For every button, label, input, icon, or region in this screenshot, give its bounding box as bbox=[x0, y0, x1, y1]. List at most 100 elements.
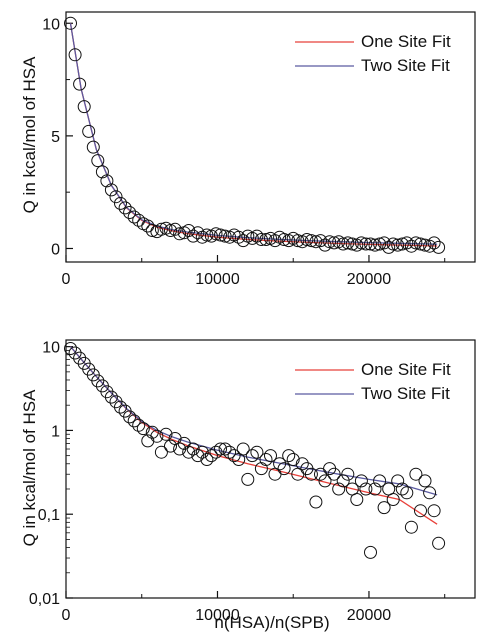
bottom-panel: Q in kcal/mol of HSA n(HSA)/n(SPB) 0 1000… bbox=[20, 339, 476, 632]
data-point bbox=[282, 449, 296, 463]
data-point bbox=[164, 439, 177, 453]
data-point bbox=[423, 486, 437, 500]
top-panel: Q in kcal/mol of HSA 0 10000 20000 0 5 10 One … bbox=[20, 11, 476, 288]
data-point bbox=[127, 210, 141, 224]
data-point bbox=[409, 236, 423, 250]
data-point bbox=[73, 77, 87, 91]
data-point bbox=[200, 453, 214, 466]
data-point bbox=[404, 520, 418, 534]
data-point bbox=[286, 453, 300, 466]
data-point bbox=[236, 442, 250, 456]
data-point bbox=[277, 233, 291, 246]
x-tick-label: 10000 bbox=[195, 271, 240, 288]
plot-frame bbox=[65, 339, 476, 599]
data-point bbox=[164, 224, 177, 237]
data-point bbox=[432, 240, 446, 254]
data-point bbox=[391, 474, 405, 488]
legend-label: One Site Fit bbox=[361, 32, 451, 51]
series-line-two-site-fit bbox=[70, 346, 438, 496]
data-point bbox=[227, 449, 241, 463]
data-point bbox=[323, 235, 337, 249]
data-point bbox=[64, 16, 77, 30]
x-tick-label: 20000 bbox=[347, 271, 392, 288]
data-point bbox=[300, 233, 314, 246]
data-point bbox=[341, 236, 355, 250]
data-point bbox=[186, 229, 200, 243]
y-tick-label: 0,01 bbox=[29, 591, 60, 608]
data-point bbox=[332, 482, 346, 496]
data-point bbox=[377, 236, 391, 250]
data-point bbox=[318, 474, 332, 488]
data-point bbox=[409, 467, 423, 481]
data-point bbox=[218, 229, 232, 243]
data-point bbox=[264, 449, 277, 463]
data-point bbox=[277, 462, 291, 476]
data-point bbox=[150, 429, 164, 443]
y-tick-label: 10 bbox=[42, 16, 60, 33]
data-point bbox=[418, 474, 432, 488]
data-point bbox=[114, 400, 127, 414]
data-point bbox=[250, 445, 264, 459]
data-point bbox=[191, 449, 205, 463]
data-point bbox=[209, 445, 223, 459]
data-point bbox=[382, 240, 396, 254]
data-point bbox=[95, 165, 109, 179]
data-point bbox=[377, 501, 391, 515]
x-axis-label: n(HSA)/n(SPB) bbox=[214, 613, 329, 632]
data-point bbox=[232, 230, 246, 244]
data-point bbox=[154, 445, 168, 459]
data-point bbox=[109, 190, 123, 204]
data-point bbox=[104, 183, 118, 197]
top-plot-area: 0 10000 20000 0 5 10 One Site Fit Two Site Fit bbox=[42, 11, 476, 288]
legend-label: Two Site Fit bbox=[361, 56, 450, 75]
y-tick-label: 0,1 bbox=[38, 507, 60, 524]
data-point bbox=[73, 351, 87, 365]
data-point bbox=[386, 237, 400, 251]
data-point bbox=[68, 346, 82, 360]
data-point bbox=[309, 235, 323, 249]
data-point bbox=[395, 482, 409, 496]
data-point bbox=[77, 100, 91, 114]
data-point bbox=[414, 237, 427, 251]
data-point bbox=[273, 457, 287, 471]
data-point bbox=[414, 504, 427, 518]
data-point bbox=[136, 422, 150, 436]
data-point bbox=[350, 493, 364, 506]
data-point bbox=[259, 233, 273, 246]
data-point bbox=[254, 233, 268, 246]
data-point bbox=[395, 237, 409, 251]
data-point bbox=[100, 174, 114, 188]
data-point bbox=[104, 390, 118, 404]
data-point bbox=[432, 536, 446, 550]
data-point bbox=[259, 453, 273, 466]
data-point bbox=[241, 472, 255, 486]
data-point bbox=[386, 493, 400, 506]
data-point bbox=[314, 234, 327, 248]
data-point bbox=[359, 237, 373, 251]
data-point bbox=[345, 237, 359, 251]
data-point bbox=[82, 124, 96, 138]
data-point bbox=[91, 374, 105, 388]
y-axis-label: Q in kcal/mol of HSA bbox=[20, 56, 39, 213]
data-point bbox=[204, 449, 218, 463]
y-tick-label: 10 bbox=[42, 340, 60, 357]
y-axis-label: Q in kcal/mol of HSA bbox=[20, 389, 39, 546]
data-point bbox=[123, 206, 137, 219]
data-point bbox=[123, 410, 137, 424]
x-tick-label: 0 bbox=[62, 607, 71, 624]
data-point bbox=[214, 228, 227, 242]
y-tick-label: 5 bbox=[51, 129, 60, 146]
data-point bbox=[327, 236, 341, 250]
data-point bbox=[209, 227, 223, 241]
data-point bbox=[114, 196, 127, 210]
data-point bbox=[427, 504, 441, 518]
data-point bbox=[354, 474, 368, 488]
data-point bbox=[373, 237, 387, 251]
data-point bbox=[304, 467, 318, 481]
data-point bbox=[404, 239, 418, 253]
data-point bbox=[145, 224, 159, 237]
data-point bbox=[423, 239, 437, 253]
x-tick-label: 10000 bbox=[195, 607, 240, 624]
data-point bbox=[354, 236, 368, 250]
